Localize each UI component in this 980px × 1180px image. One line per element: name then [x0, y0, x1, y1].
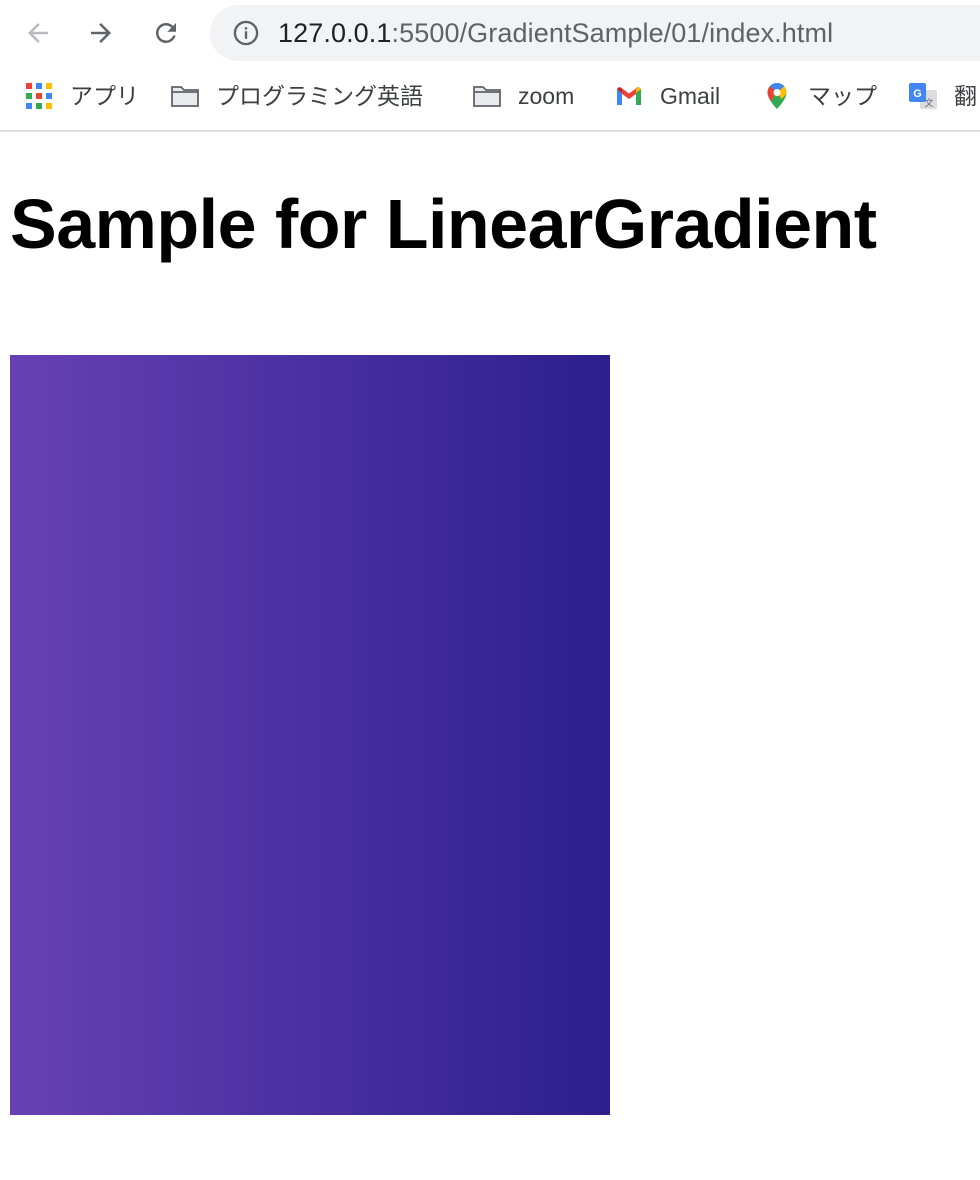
bookmark-folder-zoom[interactable]: zoom: [472, 78, 574, 114]
reload-button[interactable]: [145, 12, 187, 54]
bookmark-label: Gmail: [660, 83, 721, 109]
url-host: 127.0.0.1: [278, 18, 392, 48]
bookmark-label: zoom: [518, 83, 575, 109]
svg-text:G: G: [913, 88, 922, 100]
bookmark-gmail[interactable]: Gmail: [614, 78, 720, 114]
folder-icon: [473, 86, 501, 107]
bookmark-label: マップ: [808, 83, 877, 109]
bookmark-maps[interactable]: マップ: [762, 78, 877, 114]
url-path: :5500/GradientSample/01/index.html: [391, 18, 834, 48]
page-heading: Sample for LinearGradient: [10, 185, 877, 263]
maps-pin-icon: [767, 83, 787, 109]
browser-toolbar: 127.0.0.1:5500/GradientSample/01/index.h…: [0, 0, 980, 66]
bookmark-label: アプリ: [70, 83, 139, 109]
bookmark-label: 翻: [954, 83, 977, 109]
reload-icon: [155, 22, 176, 43]
back-button[interactable]: [17, 12, 59, 54]
svg-text:文: 文: [924, 97, 933, 109]
folder-icon: [171, 86, 199, 107]
info-icon[interactable]: [232, 19, 260, 47]
forward-button[interactable]: [80, 12, 122, 54]
bookmark-apps[interactable]: アプリ: [24, 78, 139, 114]
bookmark-label: プログラミング英語: [216, 83, 423, 109]
url-text: 127.0.0.1:5500/GradientSample/01/index.h…: [278, 19, 833, 47]
gmail-icon: [617, 87, 641, 105]
arrow-right-icon: [91, 23, 111, 43]
linear-gradient-box: [10, 355, 610, 1115]
address-bar[interactable]: 127.0.0.1:5500/GradientSample/01/index.h…: [210, 5, 980, 61]
arrow-left-icon: [28, 23, 48, 43]
bookmark-translate[interactable]: G 文 翻: [908, 78, 977, 114]
bookmarks-bar: アプリ プログラミング英語 zoom Gmail: [0, 66, 980, 132]
bookmark-folder-programming-english[interactable]: プログラミング英語: [170, 78, 423, 114]
translate-icon: G 文: [909, 83, 937, 109]
apps-grid-icon: [26, 83, 52, 109]
